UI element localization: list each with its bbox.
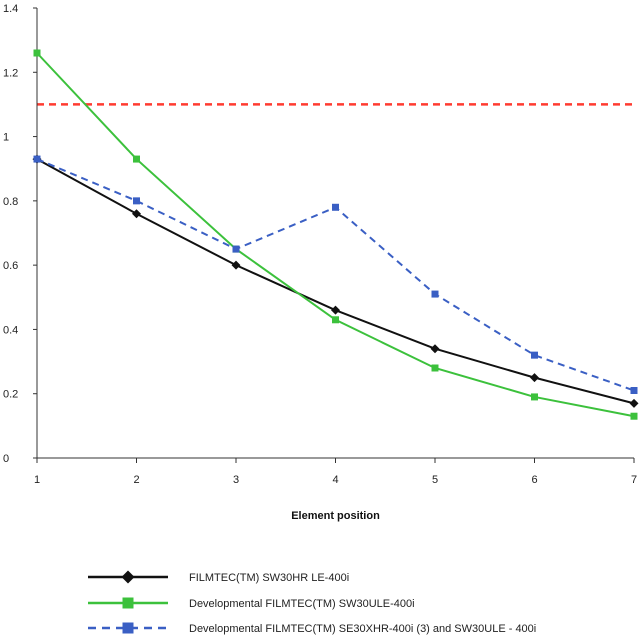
data-point <box>332 203 339 211</box>
data-point <box>232 245 240 253</box>
data-point <box>531 351 538 359</box>
series-line <box>36 52 635 418</box>
x-tick-label: 1 <box>34 474 40 486</box>
legend: FILMTEC(TM) SW30HR LE-400i Developmental … <box>88 570 536 635</box>
data-point <box>231 260 241 270</box>
legend-item-2: Developmental FILMTEC(TM) SW30ULE-400i <box>88 597 415 610</box>
data-point <box>132 209 141 219</box>
x-axis-title: Element position <box>291 510 380 522</box>
x-tick-label: 5 <box>432 474 438 486</box>
series-1 <box>32 154 639 408</box>
data-point <box>33 49 41 57</box>
data-point <box>530 373 539 383</box>
axes: 0 0.2 0.4 0.6 0.8 1 1.2 1.4 1 2 3 4 5 6 7 <box>3 3 637 486</box>
x-tick-label: 4 <box>332 474 338 486</box>
x-tick-label: 6 <box>531 474 537 486</box>
data-point <box>430 344 440 354</box>
series-3 <box>33 155 638 394</box>
data-point <box>630 387 638 394</box>
legend-label: Developmental FILMTEC(TM) SE30XHR-400i (… <box>189 623 536 635</box>
data-point <box>331 305 340 315</box>
y-tick-label: 0.4 <box>3 324 18 336</box>
y-tick-label: 0.6 <box>3 260 18 272</box>
series-line <box>36 158 635 392</box>
data-point <box>33 155 41 163</box>
y-tick-label: 1.2 <box>3 67 18 79</box>
x-tick-label: 2 <box>133 474 139 486</box>
data-point <box>531 393 538 401</box>
legend-label: Developmental FILMTEC(TM) SW30ULE-400i <box>189 598 415 610</box>
data-point <box>431 364 439 372</box>
x-tick-label: 7 <box>631 474 637 486</box>
legend-item-1: FILMTEC(TM) SW30HR LE-400i <box>88 570 349 584</box>
data-point <box>630 412 638 420</box>
legend-marker <box>122 622 134 634</box>
data-point <box>332 316 339 324</box>
legend-label: FILMTEC(TM) SW30HR LE-400i <box>189 572 349 584</box>
y-tick-label: 0 <box>3 453 9 465</box>
x-tick-label: 3 <box>233 474 239 486</box>
y-tick-label: 0.8 <box>3 196 18 208</box>
legend-item-3: Developmental FILMTEC(TM) SE30XHR-400i (… <box>88 622 536 635</box>
data-point <box>133 197 140 205</box>
series-layer <box>32 49 639 420</box>
data-point <box>133 155 140 163</box>
y-tick-label: 1.4 <box>3 3 18 15</box>
data-point <box>431 290 439 298</box>
legend-marker <box>122 597 134 609</box>
data-point <box>629 398 639 408</box>
legend-marker <box>121 570 135 584</box>
y-tick-label: 1 <box>3 132 9 144</box>
y-tick-label: 0.2 <box>3 389 18 401</box>
